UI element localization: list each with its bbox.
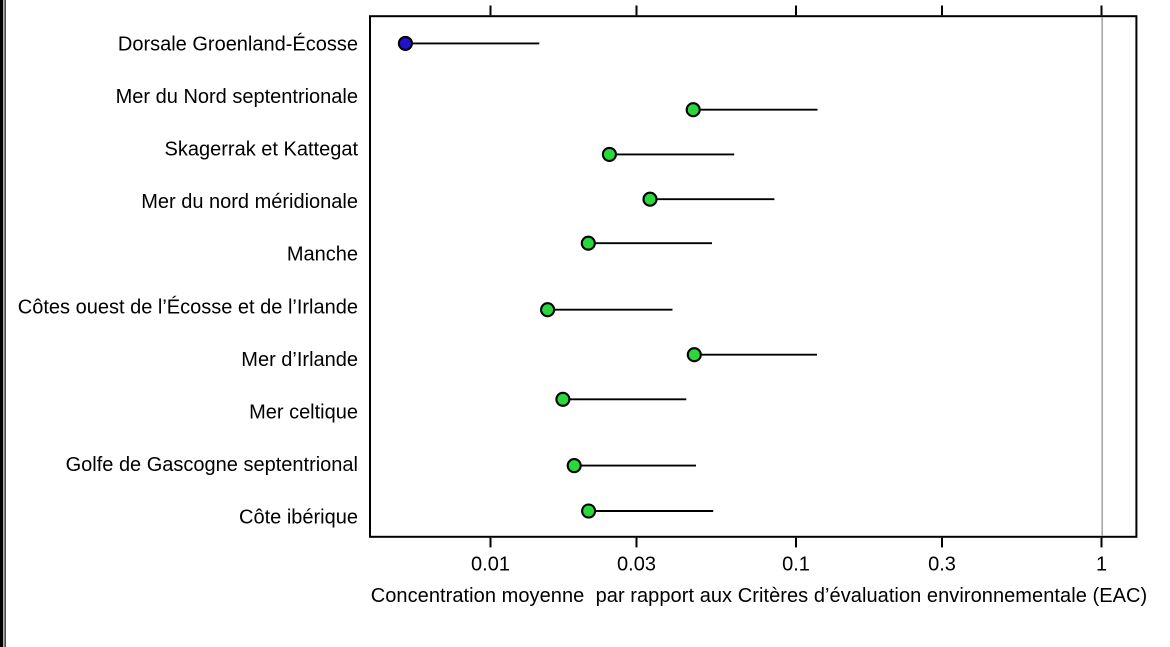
svg-text:Mer celtique: Mer celtique <box>249 402 358 424</box>
svg-text:1: 1 <box>1096 553 1107 575</box>
svg-text:Côtes ouest de l’Écosse et de: Côtes ouest de l’Écosse et de l’Irlande <box>18 295 358 318</box>
svg-text:0.1: 0.1 <box>782 553 810 575</box>
svg-text:0.3: 0.3 <box>928 553 956 575</box>
svg-text:Dorsale Groenland-Écosse: Dorsale Groenland-Écosse <box>118 32 358 55</box>
svg-text:Mer du nord méridionale: Mer du nord méridionale <box>141 191 358 213</box>
svg-text:Mer du Nord septentrionale: Mer du Nord septentrionale <box>116 86 358 108</box>
svg-text:Concentration moyenne par rap: Concentration moyenne par rapport aux Cr… <box>371 585 1148 607</box>
svg-text:Golfe de Gascogne septentriona: Golfe de Gascogne septentrional <box>66 454 358 476</box>
svg-text:Manche: Manche <box>287 244 358 266</box>
svg-text:0.01: 0.01 <box>471 553 510 575</box>
svg-text:Côte ibérique: Côte ibérique <box>239 507 358 529</box>
svg-text:Skagerrak et Kattegat: Skagerrak et Kattegat <box>165 139 359 161</box>
svg-text:0.03: 0.03 <box>617 553 656 575</box>
svg-text:Mer d’Irlande: Mer d’Irlande <box>241 349 358 371</box>
